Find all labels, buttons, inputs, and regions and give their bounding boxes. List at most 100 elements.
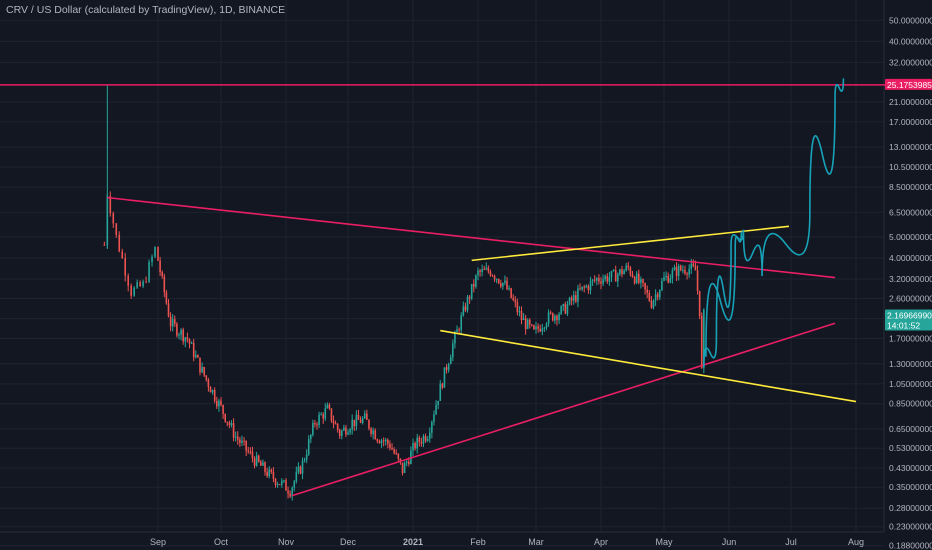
candle-body [456,329,458,333]
candle-body [357,414,360,420]
candle-body [614,270,617,282]
candle-body [635,273,638,284]
candle-body [408,461,410,464]
candle-body [285,480,287,491]
candle-body [554,315,556,321]
candle-body [528,319,531,325]
candle-body [585,285,588,288]
candle-body [347,432,349,435]
candle-body [397,453,400,459]
candle-body [535,326,537,330]
candle-body [239,439,241,443]
candle-body [207,379,210,388]
y-tick-label: 3.20000000 [889,274,932,284]
candle-body [485,267,488,270]
candle-body [549,312,552,314]
candle-body [591,279,594,282]
y-tick-label: 0.23000000 [889,522,932,532]
candle-body [508,288,510,290]
candle-body [516,302,519,313]
candle-body [159,260,161,273]
candle-body [182,329,184,342]
candle-body [677,265,680,276]
candle-body [232,423,235,438]
candle-body [186,337,189,340]
candle-body [416,437,418,449]
y-tick-label: 1.70000000 [889,334,932,344]
channel-lower-yellow [440,329,857,403]
x-tick-label: Nov [278,537,295,547]
candle-body [497,278,500,284]
candle-body [234,436,237,438]
candle-body [583,286,586,288]
y-tick-label: 17.00000000 [889,117,932,127]
candle-body [389,443,391,448]
candle-body [247,450,250,452]
candle-body [424,436,427,441]
y-tick-label: 0.43000000 [889,463,932,473]
candle-body [533,325,535,330]
y-tick-label: 2.60000000 [889,294,932,304]
candle-body [127,275,129,286]
x-tick-label: Sep [150,537,166,547]
candle-body [403,462,406,473]
candle-body [473,283,475,287]
candle-body [174,319,176,324]
candle-body [336,423,339,430]
candle-body [458,329,460,331]
candle-body [266,471,268,477]
candle-body [176,323,178,336]
candle-body [510,288,512,298]
candle-body [395,453,398,455]
price-badge-label: 14:01:52 [887,321,920,331]
candle-body [531,324,533,326]
candle-body [124,258,127,276]
candle-body [435,404,437,415]
candle-body [452,343,454,358]
candle-body [289,493,291,497]
candle-body [154,247,156,257]
candle-body [568,297,571,305]
candle-body [493,276,496,280]
candle-body [625,265,627,271]
candle-body [372,430,374,434]
candle-body [682,269,684,271]
x-tick-label: Feb [470,537,486,547]
candle-body [378,441,381,444]
candles [103,84,705,501]
candle-body [361,418,364,423]
candle-body [112,213,115,224]
candle-body [230,423,233,426]
candle-body [257,455,260,462]
y-tick-label: 32.00000000 [889,57,932,67]
candle-body [547,312,550,324]
candle-body [222,405,224,414]
candle-body [646,289,648,293]
price-badge [885,78,932,90]
candle-body [661,280,663,291]
candle-body [445,367,448,371]
candle-body [648,292,651,301]
candle-body [556,315,558,321]
candle-body [663,277,665,281]
candle-body [310,434,312,440]
candle-body [209,387,212,393]
candle-body [675,267,678,276]
y-tick-label: 4.00000000 [889,253,932,263]
candle-body [602,279,604,284]
candle-body [366,413,368,420]
candle-body [368,419,370,429]
candle-body [157,247,159,261]
candle-body [363,413,366,419]
y-tick-label: 13.00000000 [889,142,932,152]
candle-body [604,275,606,280]
channel-upper-yellow [471,225,790,262]
candle-body [420,442,423,444]
candle-body [418,437,421,443]
ascending-pink-trendline [291,322,836,497]
y-tick-label: 0.65000000 [889,424,932,434]
candle-body [226,421,229,423]
candle-body [305,454,308,460]
